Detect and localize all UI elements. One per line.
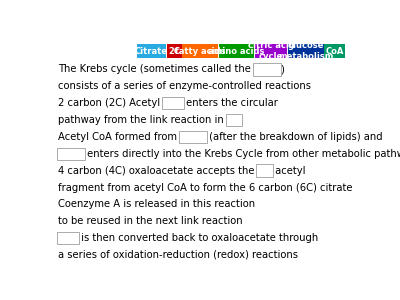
FancyBboxPatch shape <box>167 44 182 58</box>
Text: Coenzyme A is released in this reaction: Coenzyme A is released in this reaction <box>58 200 255 209</box>
Text: enters directly into the Krebs Cycle from other metabolic pathways: enters directly into the Krebs Cycle fro… <box>84 149 400 159</box>
FancyBboxPatch shape <box>255 44 288 58</box>
Text: a series of oxidation-reduction (redox) reactions: a series of oxidation-reduction (redox) … <box>58 250 298 260</box>
Text: fatty acids: fatty acids <box>175 46 226 56</box>
Text: amino acids: amino acids <box>208 46 265 56</box>
Text: 2 carbon (2C) Acetyl: 2 carbon (2C) Acetyl <box>58 98 163 108</box>
Text: to be reused in the next link reaction: to be reused in the next link reaction <box>58 216 242 226</box>
Text: ): ) <box>280 64 284 74</box>
Text: CoA: CoA <box>325 46 344 56</box>
Text: pathway from the link reaction in: pathway from the link reaction in <box>58 115 227 125</box>
FancyBboxPatch shape <box>324 44 344 58</box>
FancyBboxPatch shape <box>288 44 324 58</box>
FancyBboxPatch shape <box>219 44 254 58</box>
Text: is then converted back to oxaloacetate through: is then converted back to oxaloacetate t… <box>78 233 318 243</box>
Text: The Krebs cycle (sometimes called the: The Krebs cycle (sometimes called the <box>58 64 254 74</box>
Text: (after the breakdown of lipids) and: (after the breakdown of lipids) and <box>206 132 383 142</box>
Text: glucose
metabolism: glucose metabolism <box>278 41 334 61</box>
Text: acetyl: acetyl <box>272 166 306 176</box>
Text: enters the circular: enters the circular <box>183 98 278 108</box>
Text: fragment from acetyl CoA to form the 6 carbon (6C) citrate: fragment from acetyl CoA to form the 6 c… <box>58 182 352 193</box>
FancyBboxPatch shape <box>137 44 166 58</box>
Text: consists of a series of enzyme-controlled reactions: consists of a series of enzyme-controlle… <box>58 81 311 92</box>
Text: citric acid
cycle: citric acid cycle <box>248 41 295 61</box>
FancyBboxPatch shape <box>182 44 218 58</box>
Text: 2C: 2C <box>168 46 180 56</box>
Text: Citrate: Citrate <box>135 46 168 56</box>
Text: Acetyl CoA formed from: Acetyl CoA formed from <box>58 132 180 142</box>
Text: 4 carbon (4C) oxaloacetate accepts the: 4 carbon (4C) oxaloacetate accepts the <box>58 166 257 176</box>
